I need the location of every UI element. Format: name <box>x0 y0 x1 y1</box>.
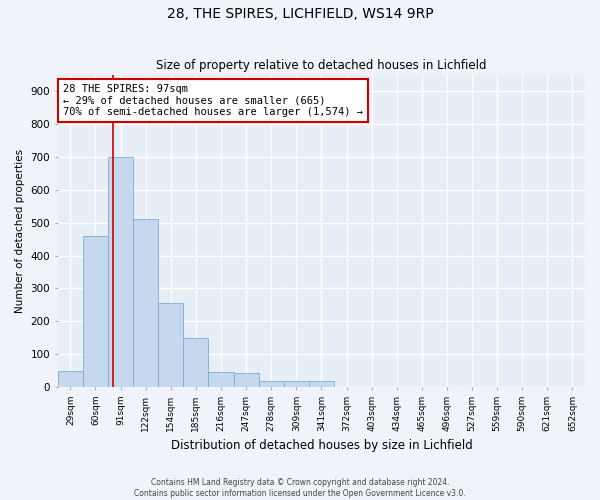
Bar <box>158 303 184 387</box>
Text: 28, THE SPIRES, LICHFIELD, WS14 9RP: 28, THE SPIRES, LICHFIELD, WS14 9RP <box>167 8 433 22</box>
Bar <box>133 220 158 387</box>
Bar <box>208 372 233 387</box>
Bar <box>259 381 284 387</box>
Y-axis label: Number of detached properties: Number of detached properties <box>15 149 25 313</box>
Title: Size of property relative to detached houses in Lichfield: Size of property relative to detached ho… <box>156 59 487 72</box>
Text: Contains HM Land Registry data © Crown copyright and database right 2024.
Contai: Contains HM Land Registry data © Crown c… <box>134 478 466 498</box>
X-axis label: Distribution of detached houses by size in Lichfield: Distribution of detached houses by size … <box>170 440 472 452</box>
Text: 28 THE SPIRES: 97sqm
← 29% of detached houses are smaller (665)
70% of semi-deta: 28 THE SPIRES: 97sqm ← 29% of detached h… <box>63 84 363 117</box>
Bar <box>233 373 259 387</box>
Bar <box>309 381 334 387</box>
Bar <box>58 370 83 387</box>
Bar <box>108 157 133 387</box>
Bar <box>284 381 309 387</box>
Bar <box>83 236 108 387</box>
Bar <box>184 338 208 387</box>
